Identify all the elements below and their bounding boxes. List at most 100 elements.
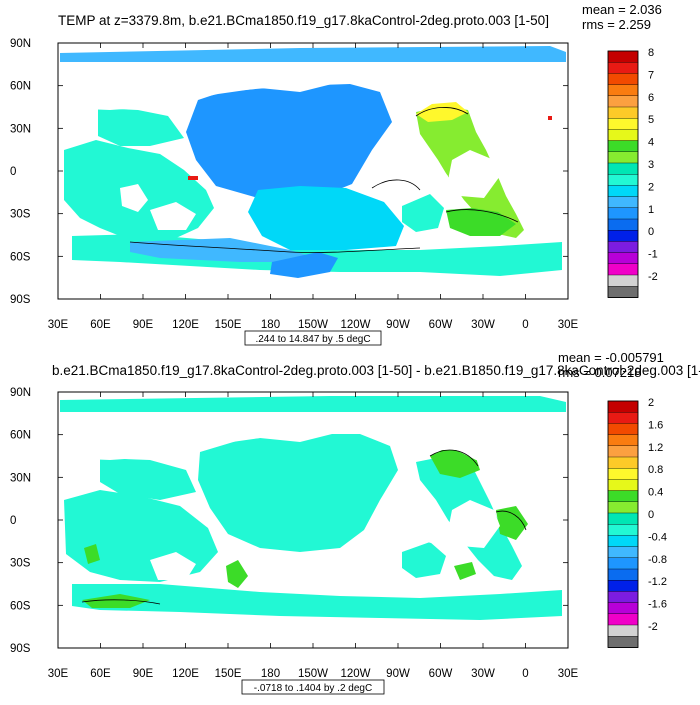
top-north-land: [60, 72, 340, 110]
colorbar-segment: [607, 129, 639, 142]
x-tick-label: 30E: [48, 668, 69, 680]
panel-bottom-mean: mean = -0.005791: [558, 350, 664, 365]
y-tick-label: 90S: [10, 294, 31, 306]
colorbar-label: 0.4: [648, 487, 663, 499]
bottom-south-atlantic-warm: [454, 562, 476, 580]
colorbar-segment: [607, 106, 639, 119]
colorbar-label: 5: [648, 114, 654, 126]
y-tick-label: 30S: [10, 209, 31, 221]
x-tick-label: 90E: [133, 668, 154, 680]
x-tick-label: 60E: [90, 319, 111, 331]
colorbar-label: 2: [648, 181, 654, 193]
x-tick-label: 120W: [340, 668, 370, 680]
x-tick-label: 60W: [429, 668, 453, 680]
x-tick-label: 180: [261, 668, 280, 680]
colorbar-segment: [607, 568, 639, 581]
colorbar-segment: [607, 229, 639, 242]
panel-top-mean: mean = 2.036: [582, 2, 662, 17]
colorbar-segment: [607, 274, 639, 287]
colorbar-label: 4: [648, 137, 654, 149]
y-tick-label: 0: [10, 166, 16, 178]
top-south-pacific-region: [248, 186, 404, 250]
top-range-label: .244 to 14.847 by .5 degC: [255, 334, 370, 345]
colorbar-segment: [607, 218, 639, 231]
bottom-gulf-guinea-warm: [496, 506, 528, 540]
colorbar-frame: [607, 400, 639, 648]
bottom-southern-warm-west: [82, 594, 150, 608]
colorbar-segment: [607, 434, 639, 447]
bottom-contour-south: [81, 599, 161, 605]
colorbar-segment: [607, 501, 639, 514]
panel-top-map: [57, 42, 569, 300]
colorbar-label: -0.4: [648, 531, 667, 543]
colorbar-segment: [607, 151, 639, 164]
colorbar-segment: [607, 456, 639, 469]
colorbar-label: 1.6: [648, 419, 663, 431]
colorbar-segment: [607, 50, 639, 63]
top-australia-land: [150, 202, 196, 230]
bottom-colorbar: [607, 400, 639, 648]
bottom-pacific-region: [198, 434, 398, 552]
x-tick-label: 60E: [90, 668, 111, 680]
y-tick-label: 30S: [10, 558, 31, 570]
colorbar-segment: [607, 636, 639, 648]
panel-bottom-map: [57, 391, 569, 649]
colorbar-segment: [607, 140, 639, 153]
x-tick-label: 90W: [386, 319, 410, 331]
colorbar-label: -1: [648, 249, 658, 261]
top-south-america-land: [402, 150, 448, 196]
colorbar-label: 0: [648, 226, 654, 238]
colorbar-segment: [607, 162, 639, 175]
colorbar-segment: [607, 196, 639, 209]
colorbar-segment: [607, 117, 639, 130]
bottom-range-label: -.0718 to .1404 by .2 degC: [254, 683, 372, 694]
colorbar-label: -0.8: [648, 554, 667, 566]
colorbar-label: 2: [648, 397, 654, 409]
x-tick-label: 120E: [172, 319, 199, 331]
colorbar-segment: [607, 490, 639, 503]
colorbar-label: 6: [648, 92, 654, 104]
x-tick-label: 30E: [558, 319, 579, 331]
top-west-africa-land: [448, 150, 500, 198]
colorbar-segment: [607, 602, 639, 615]
y-tick-label: 0: [10, 515, 16, 527]
x-tick-label: 30E: [558, 668, 579, 680]
colorbar-segment: [607, 400, 639, 413]
top-range-box: [244, 330, 382, 346]
panel-top-title: TEMP at z=3379.8m, b.e21.BCma1850.f19_g1…: [58, 13, 549, 28]
x-tick-label: 60W: [429, 319, 453, 331]
top-antarctica-land: [60, 280, 566, 298]
top-colorbar-labels: 8 7 6 5 4 3 2 1 0 -1 -2: [648, 47, 658, 283]
colorbar-label: 1.2: [648, 442, 663, 454]
colorbar-frame: [607, 50, 639, 298]
bottom-southern-ocean-band: [72, 584, 562, 620]
x-tick-label: 30W: [471, 668, 495, 680]
y-tick-label: 30N: [10, 472, 31, 484]
bottom-antarctica-land: [60, 630, 566, 648]
colorbar-segment: [607, 84, 639, 97]
x-tick-label: 120W: [340, 319, 370, 331]
bottom-northeast-land: [392, 420, 560, 462]
top-arctic-ocean: [60, 46, 566, 62]
bottom-australia-land: [150, 552, 196, 580]
top-labrador-region: [416, 102, 468, 122]
colorbar-label: -1.6: [648, 599, 667, 611]
top-south-america-coast: [402, 194, 444, 232]
bottom-colorbar-labels: 2 1.6 1.2 0.8 0.4 0 -0.4 -0.8 -1.2 -1.6 -2: [648, 397, 667, 633]
colorbar-segment: [607, 580, 639, 592]
x-tick-label: 90E: [133, 319, 154, 331]
colorbar-segment: [607, 185, 639, 198]
top-south-atlantic-region: [446, 208, 516, 236]
bottom-north-pacific-west: [100, 458, 196, 500]
y-tick-label: 90S: [10, 643, 31, 655]
x-tick-label: 150W: [298, 319, 328, 331]
panel-bottom-rms: rms = 0.07218: [558, 365, 641, 380]
top-southern-ocean-cool: [130, 238, 330, 262]
top-axis-ticks: [57, 42, 569, 300]
bottom-southern-warm-central: [226, 560, 248, 588]
colorbar-segment: [607, 241, 639, 254]
panel-bottom: b.e21.BCma1850.f19_g17.8kaControl-2deg.p…: [10, 350, 700, 695]
x-tick-label: 150E: [215, 668, 242, 680]
colorbar-label: 3: [648, 159, 654, 171]
bottom-south-america-coast: [402, 542, 446, 578]
